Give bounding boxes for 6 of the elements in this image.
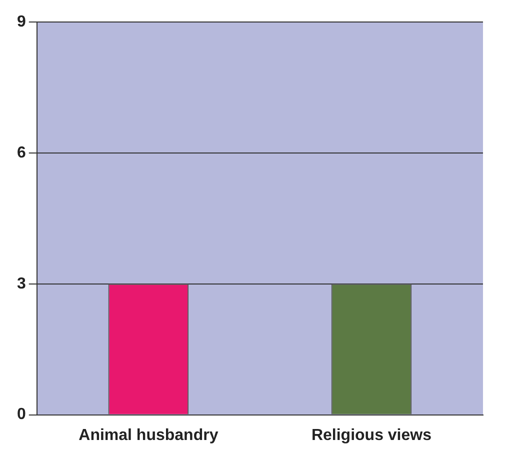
y-tick-label: 3 xyxy=(16,275,26,292)
x-tick-label: Animal husbandry xyxy=(78,426,218,444)
y-tick-label: 0 xyxy=(16,406,26,424)
x-tick-label: Religious views xyxy=(311,426,432,444)
y-tick-label: 9 xyxy=(16,13,26,30)
y-tick-label: 6 xyxy=(16,144,26,162)
